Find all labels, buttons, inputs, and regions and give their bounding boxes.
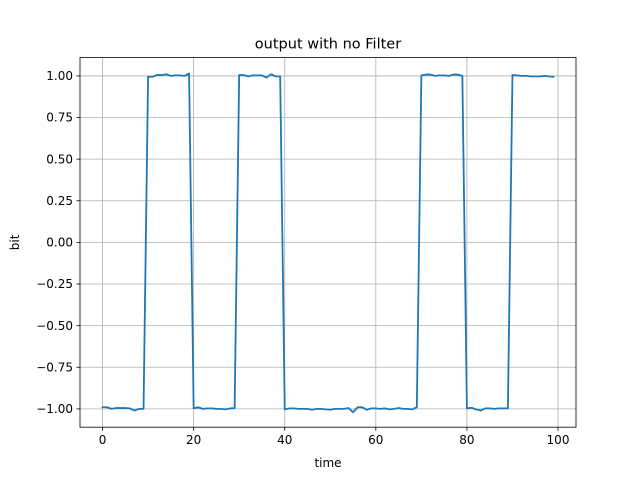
x-axis-label: time (314, 456, 341, 470)
y-tick-label: 0.00 (46, 236, 73, 250)
x-axis-ticks: 0 20 40 60 80 100 (99, 427, 570, 447)
y-tick-label: −1.00 (36, 402, 73, 416)
series-layer (101, 72, 555, 414)
y-tick-label: −0.50 (36, 319, 73, 333)
y-tick-label: 0.25 (46, 194, 73, 208)
y-axis-label: bit (8, 234, 22, 250)
x-tick-label: 0 (99, 433, 107, 447)
y-tick-label: 0.50 (46, 152, 73, 166)
x-tick-label: 60 (368, 433, 383, 447)
x-tick-label: 100 (547, 433, 570, 447)
y-tick-label: 0.75 (46, 111, 73, 125)
x-tick-label: 40 (277, 433, 292, 447)
x-tick-label: 80 (459, 433, 474, 447)
y-tick-label: 1.00 (46, 69, 73, 83)
chart-title: output with no Filter (255, 37, 401, 53)
x-tick-label: 20 (186, 433, 201, 447)
y-tick-label: −0.75 (36, 360, 73, 374)
series-line (101, 72, 555, 414)
y-tick-label: −0.25 (36, 277, 73, 291)
y-axis-ticks: −1.00 −0.75 −0.50 −0.25 0.00 0.25 0.50 0.75 1.00 (36, 69, 80, 416)
grid-lines (80, 57, 576, 428)
